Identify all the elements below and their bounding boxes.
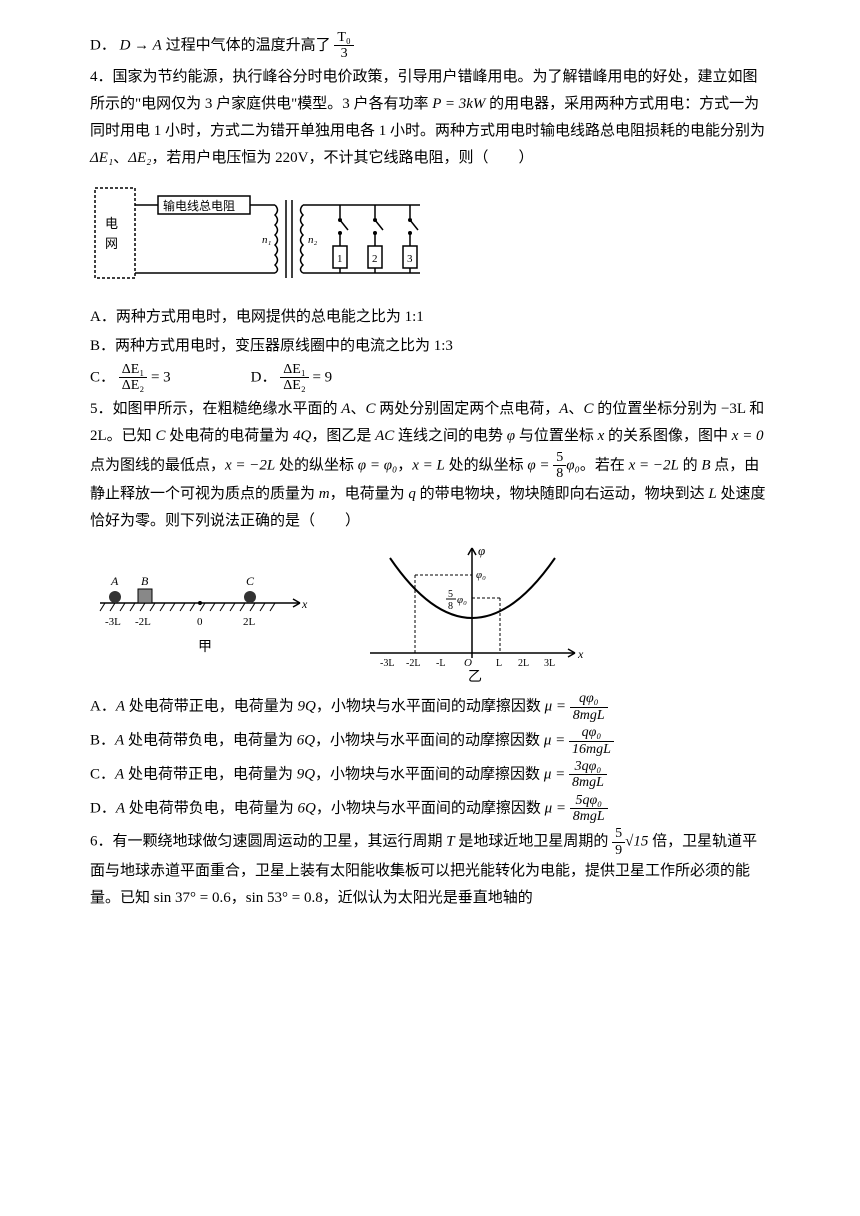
svg-text:2L: 2L — [243, 616, 256, 628]
svg-text:B: B — [141, 574, 149, 588]
svg-text:0: 0 — [197, 616, 203, 628]
svg-text:O: O — [464, 657, 472, 669]
q5-diagram-jia: A B C -3L -2L 0 2L x 甲 — [90, 543, 320, 663]
svg-text:1: 1 — [337, 253, 343, 265]
q4-options-cd: C． ΔE₁ ΔE₂ = 3 D． ΔE₁ ΔE₂ = 9 — [90, 362, 770, 394]
q6-stem: 6．有一颗绕地球做匀速圆周运动的卫星，其运行周期 T 是地球近地卫星周期的 59… — [90, 826, 770, 912]
q3-option-d: D． D → A 过程中气体的温度升高了 T₀ 3 — [90, 30, 770, 62]
q4-diagram: 电 网 输电线总电阻 n₁ n₂ 1 — [90, 178, 770, 298]
svg-text:φ₀: φ₀ — [457, 594, 467, 606]
opt-text: 过程中气体的温度升高了 — [166, 37, 335, 53]
svg-text:2: 2 — [372, 253, 378, 265]
svg-text:x: x — [577, 647, 584, 661]
frac-de1-de2-d: ΔE₁ ΔE₂ — [280, 362, 308, 394]
q5-option-a: A．A 处电荷带正电，电荷量为 9Q，小物块与水平面间的动摩擦因数 μ = qφ… — [90, 691, 770, 723]
q4-option-d: D． ΔE₁ ΔE₂ = 9 — [251, 362, 333, 394]
svg-text:C: C — [246, 574, 255, 588]
svg-text:8: 8 — [448, 601, 453, 612]
svg-text:φ: φ — [478, 543, 485, 558]
q5-diagram-yi: φ φ₀ 5 8 φ₀ -3L -2L -L O L 2L 3L x 乙 — [360, 543, 590, 683]
svg-text:-L: -L — [436, 658, 445, 669]
svg-text:n₁: n₁ — [262, 234, 272, 246]
diag-grid-label: 电 — [105, 216, 118, 231]
q4-option-b: B．两种方式用电时，变压器原线圈中的电流之比为 1:3 — [90, 333, 770, 360]
svg-text:3L: 3L — [544, 658, 555, 669]
q5-stem: 5．如图甲所示，在粗糙绝缘水平面的 A、C 两处分别固定两个点电荷，A、C 的位… — [90, 396, 770, 536]
opt-label: D． — [90, 37, 116, 53]
da-text: D → A — [120, 37, 162, 53]
svg-text:2L: 2L — [518, 658, 529, 669]
svg-text:-2L: -2L — [406, 658, 420, 669]
svg-text:乙: 乙 — [468, 669, 482, 683]
q4-option-a: A．两种方式用电时，电网提供的总电能之比为 1:1 — [90, 304, 770, 331]
svg-text:3: 3 — [407, 253, 413, 265]
diag-r-label: 输电线总电阻 — [163, 198, 235, 213]
q4-num: 4． — [90, 69, 113, 85]
frac-t0-3: T₀ 3 — [334, 30, 353, 62]
branch-3: 3 — [403, 205, 418, 273]
q4-option-c: C． ΔE₁ ΔE₂ = 3 — [90, 362, 171, 394]
svg-text:网: 网 — [105, 236, 118, 251]
svg-text:-3L: -3L — [380, 658, 394, 669]
branch-2: 2 — [368, 205, 383, 273]
svg-text:x: x — [301, 597, 308, 611]
svg-text:甲: 甲 — [198, 640, 212, 655]
svg-text:n₂: n₂ — [308, 234, 318, 246]
svg-text:A: A — [110, 574, 119, 588]
svg-text:-2L: -2L — [135, 616, 151, 628]
frac-de1-de2: ΔE₁ ΔE₂ — [119, 362, 147, 394]
branch-1: 1 — [333, 205, 348, 273]
q5-option-b: B．A 处电荷带负电，电荷量为 6Q，小物块与水平面间的动摩擦因数 μ = qφ… — [90, 725, 770, 757]
q4-stem: 4．国家为节约能源，执行峰谷分时电价政策，引导用户错峰用电。为了解错峰用电的好处… — [90, 64, 770, 172]
q5-option-d: D．A 处电荷带负电，电荷量为 6Q，小物块与水平面间的动摩擦因数 μ = 5q… — [90, 793, 770, 825]
q5-diagrams: A B C -3L -2L 0 2L x 甲 φ φ₀ 5 8 φ₀ -3L -… — [90, 543, 770, 683]
svg-text:L: L — [496, 658, 502, 669]
q5-option-c: C．A 处电荷带正电，电荷量为 9Q，小物块与水平面间的动摩擦因数 μ = 3q… — [90, 759, 770, 791]
svg-text:-3L: -3L — [105, 616, 121, 628]
svg-text:φ₀: φ₀ — [476, 569, 486, 581]
svg-text:5: 5 — [448, 589, 453, 600]
